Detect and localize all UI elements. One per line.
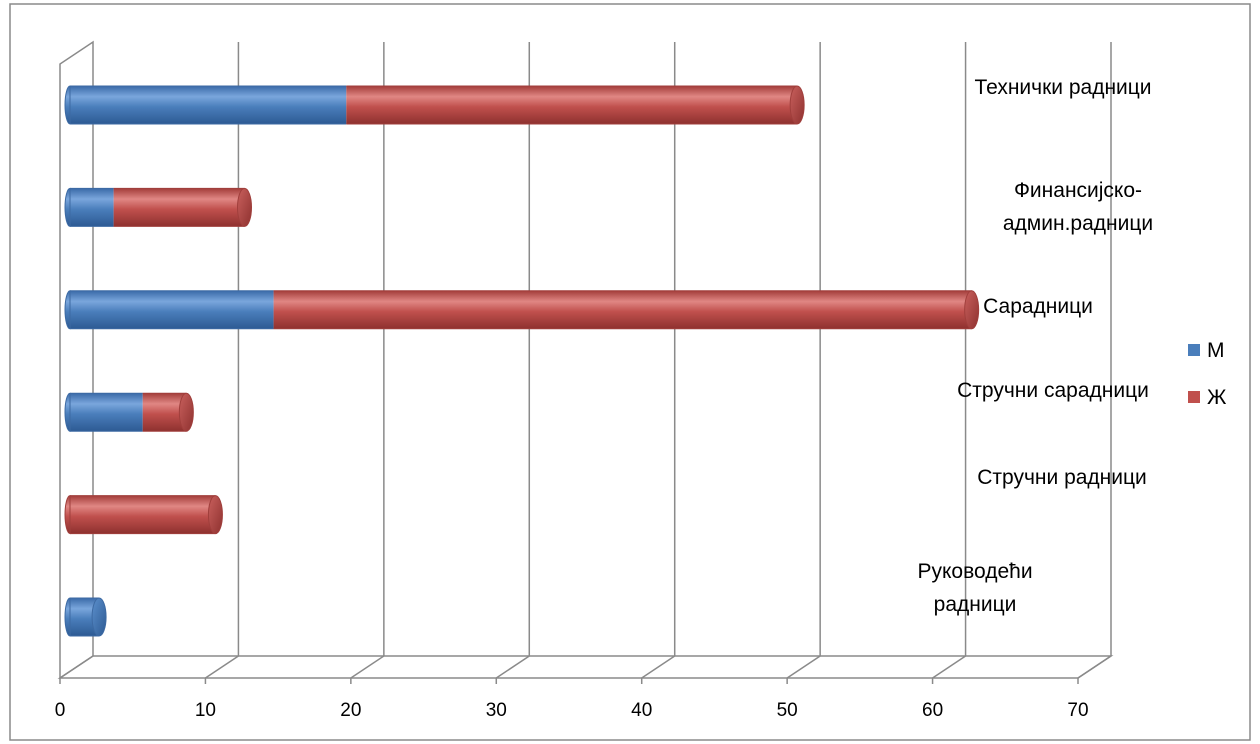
x-tick-labels: 0 10 20 30 40 50 60 70 [55,700,1089,721]
bar-end-cap [237,187,253,227]
x-tick-label: 0 [55,700,66,721]
category-label: Сарадници [983,295,1093,318]
legend-swatch [1188,391,1200,403]
bar-row [64,290,980,330]
bar-row [64,392,194,432]
gridline-floor [786,655,821,679]
category-label: Финансијско-админ.радници [1003,179,1153,235]
gridline-floor [495,655,530,679]
bar-segment-zh [346,86,798,124]
bar-row [64,85,805,125]
bar-row [64,187,253,227]
bar-row [64,597,107,637]
gridlines [59,42,1112,684]
x-tick-label: 50 [777,700,798,721]
legend-swatch [1188,344,1200,356]
x-tick-label: 60 [922,700,943,721]
x-tick-label: 30 [486,700,507,721]
legend-item-m: М [1188,339,1225,362]
plot-left-wall [59,40,94,680]
gridline-floor [932,655,966,679]
category-label: Стручни радници [977,466,1147,489]
bar-end-cap [789,85,805,125]
x-tick-label: 70 [1067,700,1088,721]
bar-segment-m [70,393,143,432]
bar-start-cap [64,290,71,330]
bar-segment-zh [273,290,972,329]
legend-label: Ж [1207,386,1227,409]
legend-label: М [1207,339,1225,362]
x-tick-label: 10 [195,700,216,721]
bar-segment-zh [70,495,216,534]
bar-start-cap [64,85,71,125]
category-label: Руководећи радници [917,560,1032,616]
bar-start-cap [64,187,71,227]
category-label: Стручни сарадници [957,379,1149,402]
category-labels: Руководећи радници Стручни радници Стручни … [917,76,1153,616]
bar-segment-zh [113,188,245,227]
bar-end-cap [964,290,980,330]
gridline-floor [350,655,385,679]
bar-segment-m [70,290,274,329]
category-label: Технички радници [974,76,1151,99]
gridline-floor [205,655,239,679]
legend-item-zh: Ж [1188,386,1227,409]
x-tick-label: 40 [631,700,652,721]
legend: МЖ [1188,339,1227,409]
bars [64,85,980,637]
bar-end-cap [178,392,194,432]
bar-start-cap [64,597,71,637]
gridline-floor [641,655,676,679]
chart-frame [9,3,1251,741]
bar-segment-m [70,86,347,124]
bar-end-cap [207,495,223,535]
bar-start-cap [64,392,71,432]
bar-segment-m [70,188,114,227]
gridline-floor [1077,655,1112,679]
x-tick-label: 20 [340,700,361,721]
bar-row [64,495,223,535]
bar-end-cap [91,597,107,637]
bar-start-cap [64,495,71,535]
